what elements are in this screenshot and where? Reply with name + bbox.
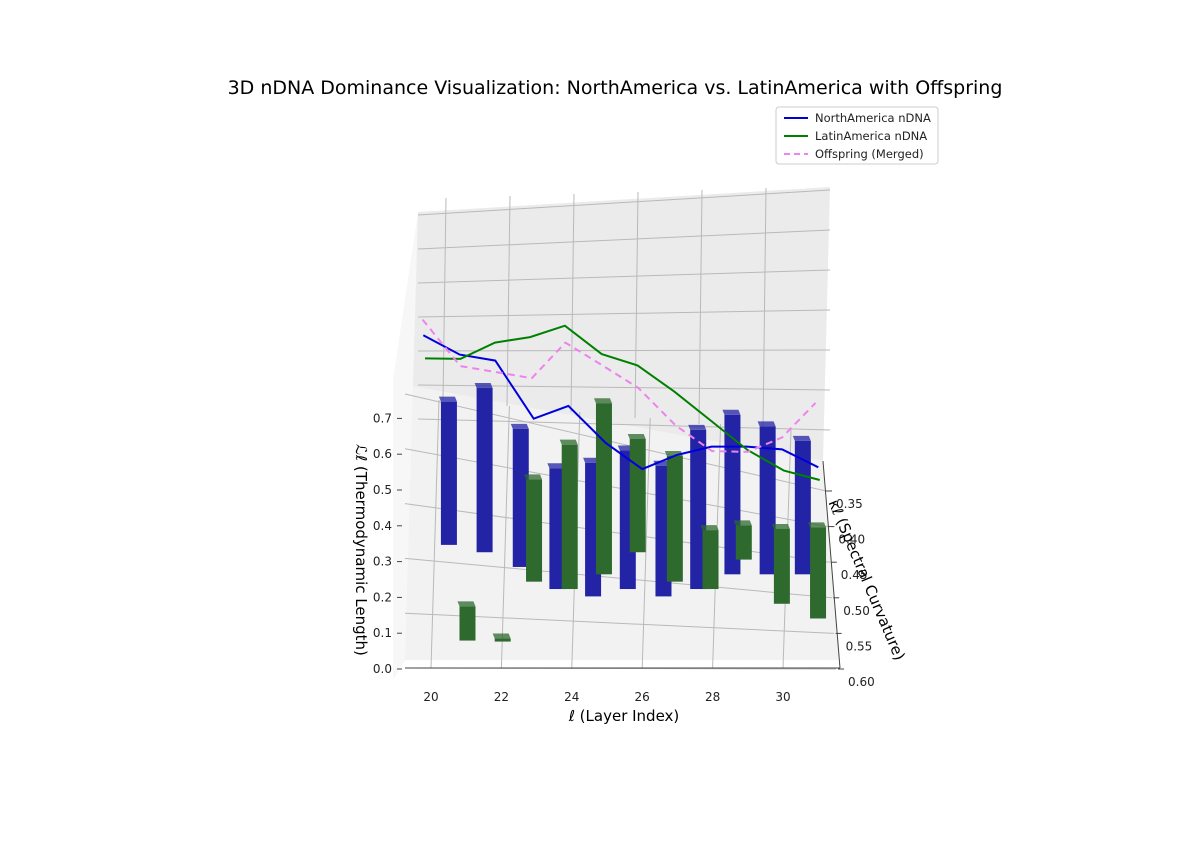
z-tick-label: 0.1 bbox=[373, 626, 392, 640]
northamerica-bar-top bbox=[474, 383, 493, 389]
legend-label: LatinAmerica nDNA bbox=[815, 129, 927, 143]
grid-line-back bbox=[506, 195, 511, 407]
latinamerica-bar-top bbox=[700, 525, 719, 531]
northamerica-bar bbox=[476, 388, 493, 553]
y-tick-label: 0.55 bbox=[846, 639, 873, 653]
latinamerica-bar-top bbox=[593, 398, 612, 404]
z-tick-label: 0.3 bbox=[373, 555, 392, 569]
northamerica-bar bbox=[690, 429, 707, 590]
grid-line-floor-h bbox=[404, 448, 829, 528]
grid-line-back-h bbox=[417, 229, 831, 250]
legend-label: Offspring (Merged) bbox=[815, 147, 924, 161]
latinamerica-bar-top bbox=[733, 520, 752, 526]
grid-line-floor-h bbox=[404, 503, 831, 563]
latinamerica-bar bbox=[666, 455, 683, 582]
latinamerica-line bbox=[424, 324, 820, 481]
northamerica-bar-top bbox=[438, 396, 457, 402]
offspring-line bbox=[421, 318, 817, 453]
latinamerica-bar-top bbox=[627, 433, 646, 439]
latinamerica-bar bbox=[459, 606, 476, 641]
z-tick-label: 0.7 bbox=[373, 411, 392, 425]
z-tick-label: 0.5 bbox=[373, 483, 392, 497]
northamerica-bar-top bbox=[757, 421, 776, 427]
x-tick-label: 28 bbox=[705, 690, 720, 704]
y-tick-label: 0.60 bbox=[848, 675, 875, 689]
grid-line-floor-h bbox=[404, 393, 827, 492]
y-tick-label: 0.40 bbox=[838, 533, 865, 547]
grid-line-back-h bbox=[417, 309, 831, 318]
northamerica-bar-top bbox=[722, 409, 741, 415]
grid-line-back-h bbox=[417, 269, 831, 284]
latinamerica-bar bbox=[526, 479, 543, 582]
y-axis-line bbox=[822, 460, 841, 669]
latinamerica-bar bbox=[494, 638, 511, 642]
z-axis-label: ℒℓ (Thermodynamic Length) bbox=[352, 444, 370, 656]
grid-line-floor bbox=[641, 417, 651, 669]
legend-frame bbox=[775, 106, 939, 165]
x-tick-label: 22 bbox=[494, 690, 509, 704]
grid-line-back bbox=[634, 191, 639, 419]
latinamerica-bar bbox=[735, 525, 752, 560]
latinamerica-bar bbox=[702, 530, 719, 590]
x-axis-label: ℓ (Layer Index) bbox=[568, 707, 680, 725]
grid-line-floor-h bbox=[404, 557, 833, 599]
latinamerica-bar-top bbox=[524, 474, 543, 480]
y-tick-label: 0.45 bbox=[841, 568, 868, 582]
x-tick-label: 24 bbox=[564, 690, 579, 704]
legend: NorthAmerica nDNA LatinAmerica nDNA Offspr… bbox=[775, 106, 939, 165]
x-tick-label: 30 bbox=[775, 690, 790, 704]
y-tick-label: 0.50 bbox=[843, 604, 870, 618]
grid-line-back-h bbox=[417, 189, 831, 216]
left-pane bbox=[393, 212, 418, 680]
northamerica-bar bbox=[440, 401, 457, 545]
grid-line-floor bbox=[430, 399, 440, 669]
x-tick-label: 26 bbox=[635, 690, 650, 704]
grid-line-back-h bbox=[417, 349, 831, 352]
series-lines bbox=[421, 318, 820, 481]
grid-line-back bbox=[570, 193, 575, 413]
grid-line-floor-h bbox=[404, 612, 835, 634]
latinamerica-bar bbox=[629, 438, 646, 553]
latinamerica-bar-top bbox=[559, 439, 578, 445]
z-tick-label: 0.0 bbox=[373, 662, 392, 676]
northamerica-bar-top bbox=[510, 423, 529, 429]
northamerica-bar-top bbox=[547, 463, 566, 469]
latinamerica-bar-top bbox=[808, 522, 827, 528]
latinamerica-bar bbox=[595, 403, 612, 575]
back-pane bbox=[405, 187, 830, 461]
latinamerica-bar-top bbox=[771, 523, 790, 529]
latinamerica-bar-top bbox=[457, 601, 476, 607]
z-tick-label: 0.4 bbox=[373, 519, 392, 533]
x-tick-label: 20 bbox=[423, 690, 438, 704]
y-tick-label: 0.35 bbox=[836, 497, 863, 511]
latinamerica-bar bbox=[810, 527, 827, 619]
z-tick-label: 0.6 bbox=[373, 447, 392, 461]
northamerica-bar-top bbox=[688, 424, 707, 430]
northamerica-bar-top bbox=[792, 435, 811, 441]
grid-line-back bbox=[698, 189, 703, 425]
northamerica-bar bbox=[794, 440, 811, 575]
z-tick-label: 0.2 bbox=[373, 590, 392, 604]
northamerica-bar bbox=[549, 468, 566, 590]
northamerica-line bbox=[422, 334, 819, 471]
latinamerica-bar bbox=[773, 528, 790, 604]
latinamerica-bar bbox=[561, 444, 578, 590]
legend-label: NorthAmerica nDNA bbox=[815, 111, 931, 125]
latinamerica-bar-top bbox=[492, 633, 511, 639]
grid-line-floor bbox=[500, 405, 510, 669]
chart-title: 3D nDNA Dominance Visualization: NorthAm… bbox=[228, 77, 1003, 99]
northamerica-bar bbox=[512, 428, 529, 567]
axis-ticks: 20 22 24 26 28 30 0.0 0.1 0.2 0.3 0.4 0.5 0.6 0.7 0.35… bbox=[373, 411, 875, 704]
grid-line-back bbox=[442, 197, 447, 401]
